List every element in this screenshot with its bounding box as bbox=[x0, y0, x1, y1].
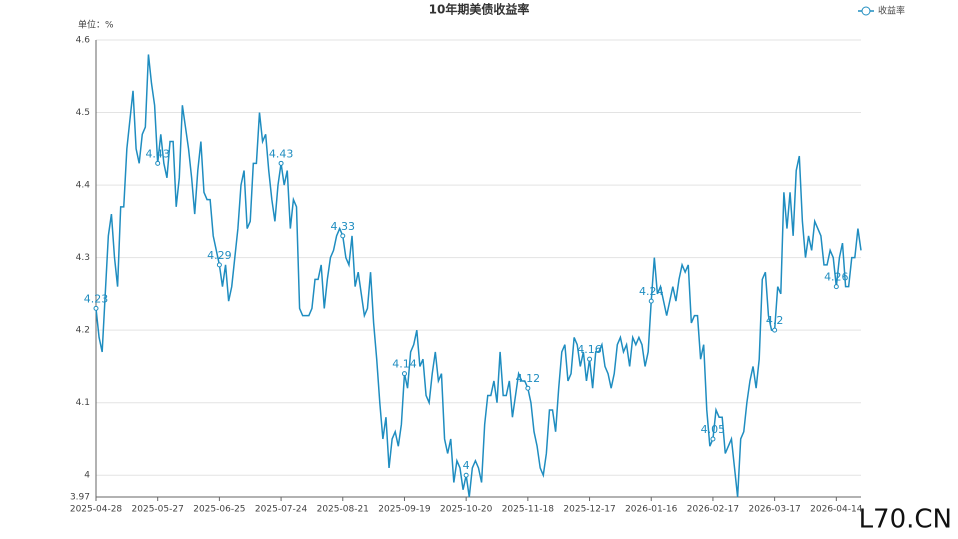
point bbox=[216, 262, 222, 268]
point bbox=[340, 233, 346, 239]
y-tick-label: 4.5 bbox=[76, 108, 90, 118]
value-label: 4.2 bbox=[766, 314, 784, 327]
value-label: 4.14 bbox=[392, 358, 417, 371]
x-tick-label: 2025-10-20 bbox=[440, 505, 493, 515]
x-tick-label: 2025-09-19 bbox=[378, 505, 431, 515]
point bbox=[525, 385, 531, 391]
value-label: 4.43 bbox=[269, 147, 294, 160]
y-tick-label: 4.1 bbox=[76, 398, 90, 408]
x-tick-label: 2026-01-16 bbox=[625, 505, 678, 515]
value-label: 4.26 bbox=[824, 271, 849, 284]
x-tick-label: 2025-08-21 bbox=[317, 505, 369, 515]
value-label: 4.23 bbox=[84, 292, 109, 305]
x-tick-label: 2025-05-27 bbox=[132, 505, 184, 515]
x-tick-label: 2026-03-17 bbox=[748, 505, 800, 515]
y-tick-label: 4.4 bbox=[76, 181, 91, 191]
point bbox=[833, 284, 839, 290]
point bbox=[463, 472, 469, 478]
value-label: 4.24 bbox=[639, 285, 664, 298]
x-tick-label: 2025-07-24 bbox=[255, 505, 308, 515]
line bbox=[95, 54, 862, 498]
point bbox=[772, 327, 778, 333]
point bbox=[587, 356, 593, 362]
point bbox=[648, 298, 654, 304]
value-label: 4.16 bbox=[577, 343, 602, 356]
value-label: 4.29 bbox=[207, 249, 232, 262]
legend-marker bbox=[861, 6, 871, 16]
x-tick-label: 2025-12-17 bbox=[563, 505, 615, 515]
value-label: 4.33 bbox=[331, 220, 356, 233]
y-tick-label: 4.6 bbox=[76, 36, 91, 46]
y-tick-label: 4.2 bbox=[76, 326, 90, 336]
x-tick-label: 2026-04-14 bbox=[810, 505, 863, 515]
value-label: 4.43 bbox=[145, 147, 170, 160]
point bbox=[155, 160, 161, 166]
y-tick-label: 4.3 bbox=[76, 253, 90, 263]
point bbox=[278, 160, 284, 166]
point bbox=[710, 436, 716, 442]
unit-label: 单位：% bbox=[78, 19, 114, 31]
value-label: 4.05 bbox=[701, 423, 726, 436]
x-tick-label: 2025-11-18 bbox=[502, 505, 555, 515]
point bbox=[401, 371, 407, 377]
y-tick-label: 4 bbox=[84, 471, 90, 481]
value-label: 4 bbox=[463, 459, 470, 472]
legend-label: 收益率 bbox=[878, 5, 905, 17]
value-label: 4.12 bbox=[516, 372, 541, 385]
x-tick-label: 2026-02-17 bbox=[687, 505, 739, 515]
x-tick-label: 2025-06-25 bbox=[193, 505, 245, 515]
chart-title: 10年期美债收益率 bbox=[429, 2, 530, 17]
x-tick-label: 2025-04-28 bbox=[70, 505, 123, 515]
watermark: L70.CN bbox=[859, 505, 952, 535]
point bbox=[93, 305, 99, 311]
y-tick-label: 3.97 bbox=[70, 493, 90, 503]
